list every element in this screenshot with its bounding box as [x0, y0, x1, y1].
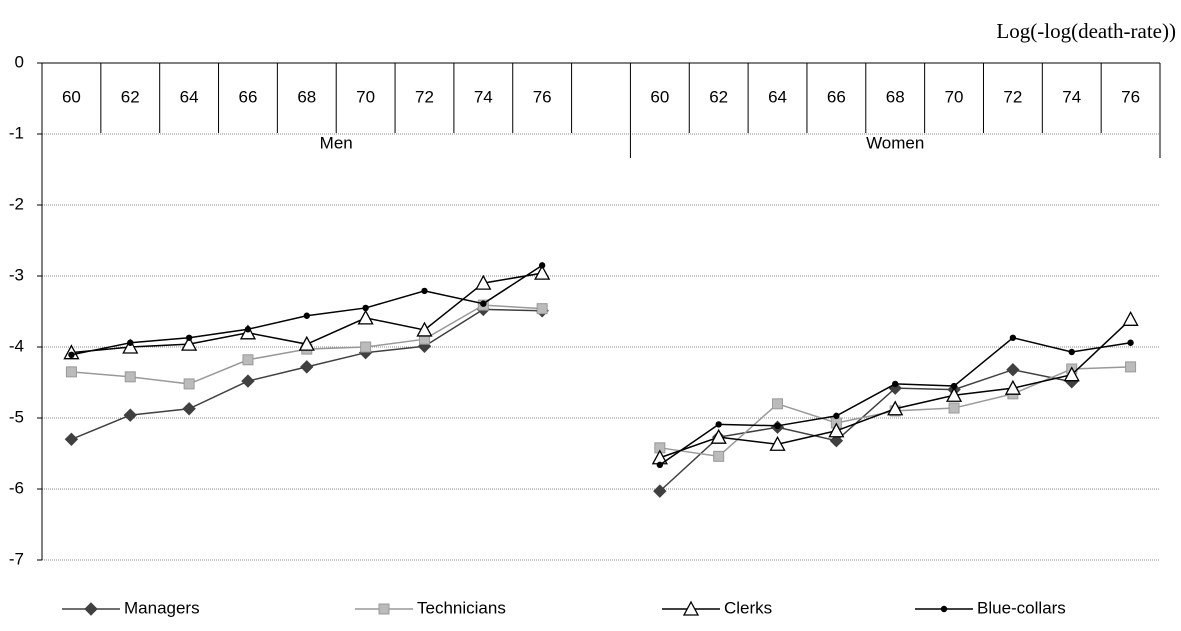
marker — [1068, 348, 1075, 356]
x-tick-label: 72 — [1003, 87, 1022, 106]
marker — [360, 341, 372, 353]
marker — [242, 354, 254, 366]
x-tick-label: 76 — [533, 87, 552, 106]
group-label: Women — [866, 133, 924, 152]
marker — [1004, 379, 1021, 395]
marker — [1127, 339, 1134, 346]
marker — [774, 422, 781, 430]
marker — [64, 432, 79, 447]
marker — [653, 484, 667, 498]
marker — [682, 600, 700, 616]
legend-label: Clerks — [724, 598, 772, 617]
marker — [421, 287, 428, 295]
marker — [124, 371, 136, 383]
marker — [480, 300, 487, 307]
series-line — [71, 304, 1131, 458]
y-tick-label: -6 — [9, 478, 24, 497]
marker — [362, 304, 369, 312]
x-tick-label: 66 — [238, 87, 257, 106]
marker — [182, 402, 196, 416]
x-tick-label: 62 — [709, 87, 728, 106]
marker — [65, 366, 77, 378]
x-tick-label: 70 — [356, 87, 375, 106]
series-line — [71, 308, 1072, 492]
group-label: Men — [320, 133, 353, 152]
legend-label: Blue-collars — [977, 598, 1066, 617]
marker — [536, 303, 548, 315]
marker — [303, 312, 310, 319]
x-tick-label: 64 — [180, 87, 199, 106]
marker — [1063, 366, 1080, 382]
marker — [1122, 310, 1139, 326]
x-tick-label: 68 — [297, 87, 316, 106]
marker — [950, 382, 958, 390]
x-tick-label: 64 — [768, 87, 787, 106]
marker — [475, 274, 492, 290]
series-line — [71, 264, 1131, 466]
marker — [887, 400, 904, 416]
marker — [940, 605, 948, 613]
marker — [710, 428, 727, 444]
marker — [185, 334, 193, 341]
marker — [829, 434, 844, 448]
marker — [538, 262, 546, 269]
y-tick-label: -2 — [9, 194, 24, 213]
marker — [241, 374, 255, 388]
legend-label: Technicians — [417, 598, 506, 617]
y-tick-label: 0 — [15, 52, 24, 71]
x-tick-label: 72 — [415, 87, 434, 106]
marker — [183, 378, 195, 390]
marker — [945, 386, 963, 402]
x-tick-label: 74 — [474, 87, 493, 106]
marker — [127, 339, 134, 346]
y-tick-label: -7 — [9, 549, 24, 568]
y-tick-label: -5 — [9, 407, 24, 426]
marker — [122, 338, 139, 354]
marker — [68, 351, 75, 359]
marker — [772, 398, 784, 410]
x-tick-label: 68 — [886, 87, 905, 106]
x-tick-label: 76 — [1121, 87, 1140, 106]
marker — [416, 321, 433, 337]
marker — [828, 422, 845, 438]
marker — [715, 421, 722, 428]
x-tick-label: 70 — [945, 87, 964, 106]
series-line — [71, 272, 1132, 459]
marker — [1006, 363, 1020, 377]
marker — [534, 264, 551, 280]
x-tick-label: 66 — [827, 87, 846, 106]
marker — [84, 602, 98, 616]
marker — [244, 326, 252, 333]
legend-label: Managers — [124, 598, 200, 617]
marker — [892, 380, 899, 388]
marker — [656, 461, 664, 469]
x-tick-label: 60 — [62, 87, 81, 106]
x-tick-label: 60 — [650, 87, 669, 106]
marker — [1125, 361, 1137, 373]
marker — [300, 360, 314, 374]
marker — [769, 435, 786, 451]
marker — [357, 309, 374, 325]
y-tick-label: -1 — [9, 123, 24, 142]
y-axis-title: Log(-log(death-rate)) — [996, 19, 1176, 43]
marker — [713, 450, 725, 462]
y-tick-label: -4 — [9, 336, 24, 355]
marker — [298, 335, 315, 351]
marker — [378, 603, 390, 615]
x-tick-label: 74 — [1062, 87, 1081, 106]
marker — [948, 402, 960, 414]
marker — [123, 408, 137, 422]
y-tick-label: -3 — [9, 265, 24, 284]
marker — [1009, 334, 1017, 341]
marker — [181, 335, 198, 351]
marker — [833, 412, 840, 420]
x-tick-label: 62 — [121, 87, 140, 106]
